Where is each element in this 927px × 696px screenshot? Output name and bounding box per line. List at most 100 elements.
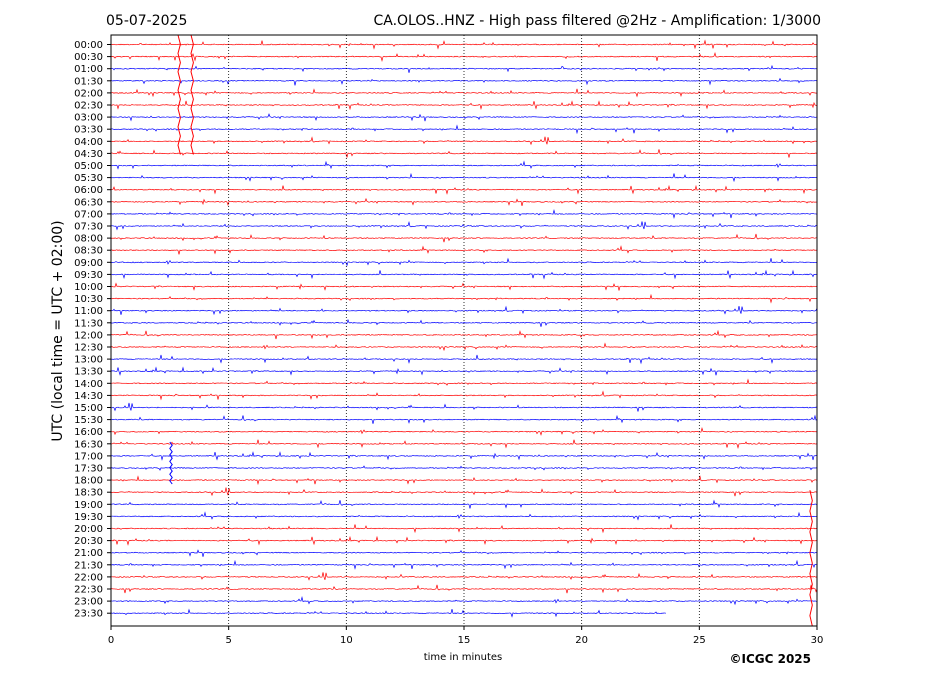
trace-line [110, 149, 818, 158]
y-tick-label: 03:00 [74, 113, 103, 124]
y-tick-label: 16:30 [74, 439, 103, 450]
y-tick-label: 10:30 [74, 294, 103, 305]
y-tick-label: 09:30 [74, 270, 103, 281]
event-spike [177, 34, 181, 155]
y-tick-label: 02:00 [74, 88, 103, 99]
trace-line [110, 572, 818, 581]
y-tick-label: 19:30 [74, 512, 103, 523]
y-tick-label: 19:00 [74, 500, 103, 511]
x-ticks: 0 5 10 15 20 25 30 [108, 626, 824, 646]
event-spike [809, 490, 813, 627]
trace-line [110, 160, 818, 170]
y-tick-label: 18:30 [74, 488, 103, 499]
trace-line [110, 465, 818, 471]
y-tick-label: 22:00 [74, 572, 103, 583]
trace-line [110, 113, 818, 122]
trace-line [110, 487, 818, 497]
trace-line [110, 220, 818, 231]
x-tick-label: 30 [811, 635, 824, 646]
y-tick-label: 11:00 [74, 306, 103, 317]
chart-title: CA.OLOS..HNZ - High pass filtered @2Hz -… [373, 13, 821, 29]
event-spike [190, 34, 194, 155]
y-tick-label: 17:00 [74, 451, 103, 462]
x-tick-label: 15 [458, 635, 471, 646]
trace-line [110, 596, 818, 606]
y-tick-label: 12:30 [74, 343, 103, 354]
y-tick-label: 10:00 [74, 282, 103, 293]
trace-line [110, 257, 818, 267]
y-tick-label: 15:30 [74, 415, 103, 426]
y-tick-label: 14:30 [74, 391, 103, 402]
trace-line [110, 559, 818, 570]
x-tick-label: 25 [693, 635, 706, 646]
vertical-gridlines [228, 35, 700, 626]
y-axis-label: UTC (local time = UTC + 02:00) [50, 220, 66, 441]
x-tick-label: 10 [340, 635, 353, 646]
y-tick-label: 04:00 [74, 137, 103, 148]
y-tick-label: 06:00 [74, 185, 103, 196]
y-tick-label: 15:00 [74, 403, 103, 414]
trace-line [110, 282, 818, 291]
y-tick-label: 00:00 [74, 40, 103, 51]
event-spike [169, 441, 173, 485]
trace-line [110, 524, 818, 534]
trace-line [110, 305, 818, 316]
y-tick-label: 20:00 [74, 524, 103, 535]
seismic-traces [110, 34, 818, 627]
x-tick-label: 0 [108, 635, 114, 646]
trace-line [110, 245, 818, 255]
trace-line [110, 172, 818, 183]
y-tick-label: 00:30 [74, 52, 103, 63]
plot-frame [110, 34, 818, 627]
y-tick-label: 05:30 [74, 173, 103, 184]
trace-line [110, 475, 818, 486]
y-tick-label: 12:00 [74, 330, 103, 341]
x-axis-label: time in minutes [424, 652, 503, 663]
y-tick-label: 21:30 [74, 560, 103, 571]
y-tick-label: 08:00 [74, 234, 103, 245]
trace-line [110, 233, 818, 243]
trace-line [110, 293, 818, 304]
date-label: 05-07-2025 [106, 13, 187, 29]
y-tick-label: 05:00 [74, 161, 103, 172]
trace-line [110, 184, 818, 195]
trace-line [110, 197, 818, 207]
x-tick-label: 5 [225, 635, 231, 646]
copyright-label: ©ICGC 2025 [729, 652, 811, 666]
y-tick-label: 09:00 [74, 258, 103, 269]
trace-line [110, 535, 818, 546]
trace-line [110, 77, 818, 86]
y-tick-label: 20:30 [74, 536, 103, 547]
trace-line [110, 124, 818, 135]
trace-line [110, 549, 818, 557]
trace-line [110, 499, 818, 509]
y-tick-label: 23:00 [74, 597, 103, 608]
y-tick-label: 18:00 [74, 476, 103, 487]
y-tick-label: 22:30 [74, 585, 103, 596]
y-tick-label: 07:30 [74, 222, 103, 233]
y-tick-label: 02:30 [74, 101, 103, 112]
trace-line [110, 136, 817, 146]
y-tick-label: 08:30 [74, 246, 103, 257]
y-tick-label: 21:00 [74, 548, 103, 559]
trace-line [110, 209, 818, 219]
y-tick-label: 14:00 [74, 379, 103, 390]
y-tick-label: 11:30 [74, 318, 103, 329]
y-tick-label: 16:00 [74, 427, 103, 438]
y-tick-label: 13:30 [74, 367, 103, 378]
x-tick-label: 20 [575, 635, 588, 646]
y-tick-label: 04:30 [74, 149, 103, 160]
trace-line [110, 269, 818, 280]
y-tick-label: 23:30 [74, 609, 103, 620]
y-tick-label: 13:00 [74, 355, 103, 366]
y-tick-label: 17:30 [74, 464, 103, 475]
trace-line [110, 584, 818, 594]
trace-line [110, 608, 667, 618]
y-tick-label: 03:30 [74, 125, 103, 136]
trace-line [110, 318, 818, 327]
y-tick-label: 07:00 [74, 209, 103, 220]
y-tick-label: 06:30 [74, 197, 103, 208]
y-tick-label: 01:00 [74, 64, 103, 75]
